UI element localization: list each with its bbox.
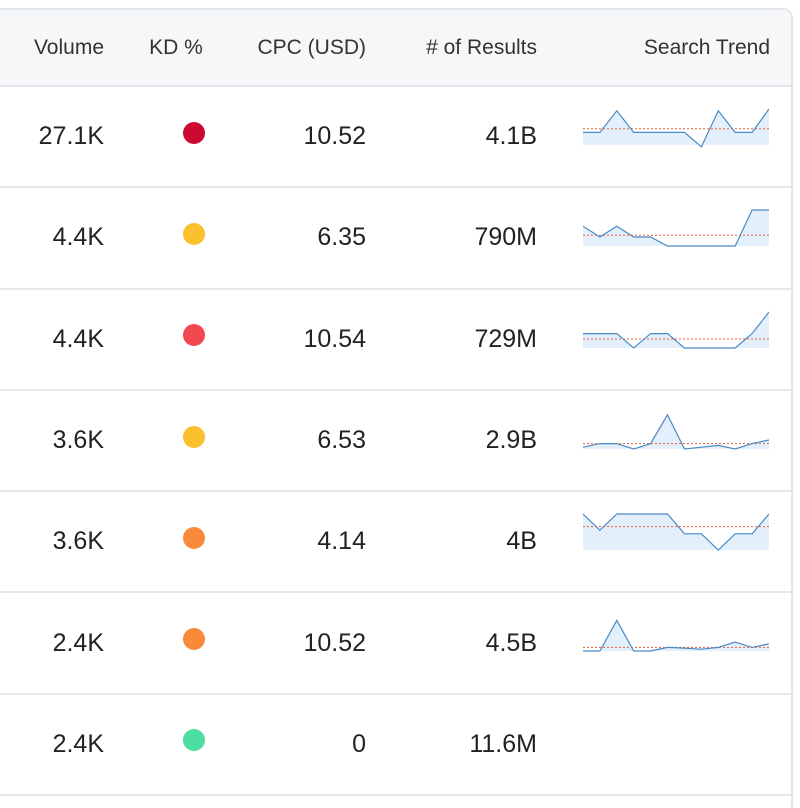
volume-value: 27.1K xyxy=(38,122,104,151)
column-header-search-trend[interactable]: Search Trend xyxy=(643,35,770,59)
search-trend-sparkline[interactable] xyxy=(583,510,769,566)
table-row[interactable]: 27.1K 10.52 4.1B xyxy=(0,87,791,189)
volume-value: 3.6K xyxy=(52,426,104,455)
results-count: 790M xyxy=(474,223,537,252)
trend-line xyxy=(583,209,769,247)
cpc-value: 10.52 xyxy=(303,628,366,657)
volume-value: 2.4K xyxy=(52,729,104,758)
trend-line xyxy=(583,513,769,552)
kd-difficulty-dot-icon xyxy=(183,628,205,651)
volume-value: 2.4K xyxy=(52,628,104,657)
cpc-value: 10.52 xyxy=(303,122,366,151)
trend-line xyxy=(583,413,769,450)
kd-difficulty-dot-icon xyxy=(183,729,205,752)
kd-cell xyxy=(158,589,230,688)
search-trend-sparkline[interactable] xyxy=(583,308,769,364)
table-row[interactable]: 2.4K 0 11.6M xyxy=(0,695,791,797)
search-trend-sparkline[interactable] xyxy=(583,409,769,465)
trend-area xyxy=(583,311,769,348)
volume-value: 3.6K xyxy=(52,527,104,556)
table-row[interactable]: 2.4K 10.52 4.5B xyxy=(0,593,791,695)
cpc-value: 4.14 xyxy=(317,527,366,556)
table-row[interactable]: 4.4K 6.35 790M xyxy=(0,188,791,290)
results-count: 2.9B xyxy=(485,426,537,455)
kd-cell xyxy=(158,184,230,283)
table-body: 27.1K 10.52 4.1B 4.4K 6.35 790M 4.4K 10.54 729M 3… xyxy=(0,87,791,797)
keyword-table: Volume KD % CPC (USD) # of Results Searc… xyxy=(0,8,793,808)
table-row[interactable]: 3.6K 4.14 4B xyxy=(0,492,791,594)
column-header-volume[interactable]: Volume xyxy=(33,35,104,59)
kd-difficulty-dot-icon xyxy=(183,324,205,347)
table-header: Volume KD % CPC (USD) # of Results Searc… xyxy=(0,10,791,87)
results-count: 11.6M xyxy=(469,729,537,758)
search-trend-sparkline[interactable] xyxy=(583,611,769,667)
trend-area xyxy=(583,514,769,551)
trend-area xyxy=(583,414,769,449)
trend-area xyxy=(583,620,769,652)
kd-cell xyxy=(158,286,230,385)
kd-cell xyxy=(158,83,230,182)
cpc-value: 6.53 xyxy=(317,426,366,455)
results-count: 729M xyxy=(474,324,537,353)
volume-value: 4.4K xyxy=(52,223,104,252)
trend-line xyxy=(583,619,769,653)
results-count: 4.5B xyxy=(485,628,537,657)
kd-cell xyxy=(158,488,230,587)
trend-area xyxy=(583,210,769,247)
search-trend-sparkline[interactable] xyxy=(583,713,769,769)
table-row[interactable]: 3.6K 6.53 2.9B xyxy=(0,391,791,493)
kd-difficulty-dot-icon xyxy=(183,425,205,448)
column-header-cpc[interactable]: CPC (USD) xyxy=(257,35,367,59)
cpc-value: 10.54 xyxy=(303,324,366,353)
cpc-value: 0 xyxy=(352,729,366,758)
column-header-kd[interactable]: KD % xyxy=(149,35,203,59)
cpc-value: 6.35 xyxy=(317,223,366,252)
kd-difficulty-dot-icon xyxy=(183,222,205,245)
kd-cell xyxy=(158,387,230,486)
trend-line xyxy=(583,108,769,148)
results-count: 4.1B xyxy=(485,122,537,151)
results-count: 4B xyxy=(506,527,537,556)
trend-area xyxy=(583,109,769,147)
kd-difficulty-dot-icon xyxy=(183,526,205,549)
kd-cell xyxy=(158,691,230,790)
search-trend-sparkline[interactable] xyxy=(583,105,769,161)
table-row[interactable]: 4.4K 10.54 729M xyxy=(0,290,791,391)
volume-value: 4.4K xyxy=(52,324,104,353)
kd-difficulty-dot-icon xyxy=(183,121,205,144)
trend-line xyxy=(583,311,769,349)
column-header-results[interactable]: # of Results xyxy=(426,35,537,59)
search-trend-sparkline[interactable] xyxy=(583,206,769,262)
